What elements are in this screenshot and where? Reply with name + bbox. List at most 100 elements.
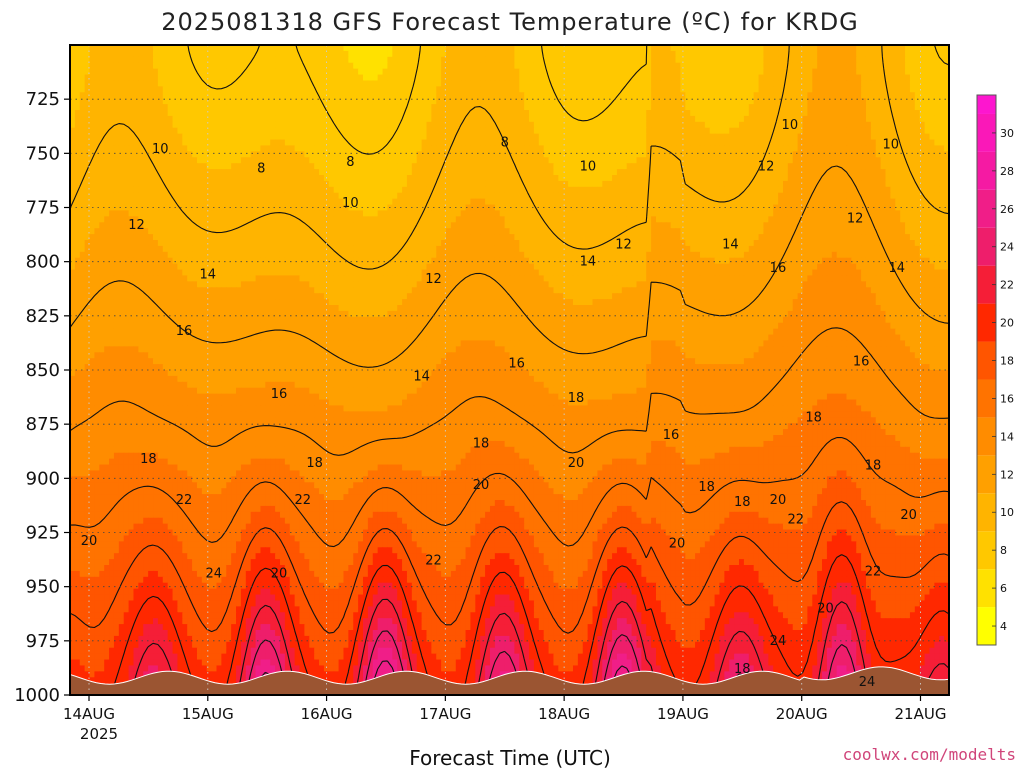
temperature-cell: [656, 56, 662, 64]
temperature-cell: [651, 68, 657, 76]
temperature-cell: [514, 145, 520, 152]
temperature-cell: [250, 151, 257, 158]
temperature-cell: [929, 50, 935, 58]
temperature-cell: [153, 186, 159, 194]
temperature-cell: [353, 163, 359, 170]
temperature-cell: [289, 169, 296, 176]
temperature-cell: [328, 127, 335, 135]
temperature-cell: [79, 56, 86, 64]
temperature-cell: [162, 180, 169, 188]
temperature-cell: [568, 98, 574, 105]
temperature-cell: [138, 163, 144, 170]
temperature-cell: [592, 139, 598, 147]
temperature-cell: [563, 110, 569, 117]
temperature-cell: [660, 45, 667, 52]
temperature-cell: [538, 145, 545, 152]
temperature-cell: [724, 175, 730, 182]
temperature-cell: [812, 86, 818, 93]
temperature-cell: [162, 163, 169, 170]
temperature-cell: [240, 92, 247, 99]
temperature-cell: [284, 74, 291, 82]
temperature-cell: [851, 98, 857, 105]
temperature-cell: [817, 110, 823, 117]
temperature-cell: [397, 163, 403, 170]
temperature-cell: [812, 133, 818, 141]
temperature-cell: [533, 80, 540, 87]
temperature-cell: [621, 175, 628, 182]
temperature-cell: [934, 192, 940, 200]
temperature-cell: [748, 186, 755, 194]
temperature-cell: [865, 45, 872, 52]
temperature-cell: [177, 74, 183, 82]
temperature-cell: [348, 68, 354, 76]
temperature-cell: [265, 98, 271, 105]
temperature-cell: [436, 98, 442, 105]
temperature-cell: [411, 198, 418, 206]
temperature-cell: [284, 92, 291, 99]
temperature-cell: [905, 175, 911, 182]
temperature-cell: [734, 157, 740, 164]
temperature-cell: [807, 180, 813, 188]
temperature-cell: [651, 145, 657, 152]
temperature-cell: [328, 133, 335, 141]
temperature-cell: [748, 115, 755, 123]
temperature-cell: [353, 104, 359, 111]
temperature-cell: [104, 145, 110, 152]
temperature-cell: [450, 198, 457, 206]
temperature-cell: [792, 121, 799, 129]
temperature-cell: [411, 127, 418, 135]
temperature-cell: [377, 157, 384, 164]
temperature-cell: [441, 175, 447, 182]
temperature-cell: [841, 175, 848, 182]
temperature-cell: [460, 98, 467, 105]
temperature-cell: [690, 180, 696, 188]
temperature-cell: [914, 186, 921, 194]
temperature-cell: [118, 198, 125, 206]
temperature-cell: [494, 157, 501, 164]
temperature-cell: [494, 127, 501, 135]
temperature-cell: [113, 139, 120, 147]
temperature-cell: [709, 115, 716, 123]
temperature-cell: [524, 192, 530, 200]
temperature-cell: [519, 139, 525, 147]
temperature-cell: [792, 110, 799, 117]
temperature-cell: [196, 98, 203, 105]
temperature-cell: [865, 56, 872, 64]
temperature-cell: [143, 163, 149, 170]
temperature-cell: [226, 86, 232, 93]
temperature-cell: [377, 104, 384, 111]
temperature-cell: [582, 50, 589, 58]
temperature-cell: [499, 157, 506, 164]
temperature-cell: [240, 133, 247, 141]
temperature-cell: [133, 121, 139, 129]
temperature-cell: [309, 198, 315, 206]
temperature-cell: [572, 139, 579, 147]
temperature-cell: [543, 204, 550, 212]
temperature-cell: [99, 157, 105, 164]
temperature-cell: [670, 175, 677, 182]
temperature-cell: [284, 169, 291, 176]
temperature-cell: [211, 62, 218, 70]
temperature-cell: [201, 115, 208, 123]
temperature-cell: [460, 175, 467, 182]
temperature-cell: [856, 92, 862, 99]
temperature-cell: [724, 104, 730, 111]
temperature-cell: [172, 115, 179, 123]
temperature-cell: [514, 186, 520, 194]
temperature-cell: [187, 180, 193, 188]
temperature-cell: [421, 133, 428, 141]
temperature-cell: [758, 121, 765, 129]
temperature-cell: [861, 86, 867, 93]
temperature-cell: [494, 98, 501, 105]
temperature-cell: [519, 45, 525, 52]
temperature-cell: [94, 192, 100, 200]
temperature-cell: [934, 115, 940, 123]
temperature-cell: [822, 62, 828, 70]
temperature-cell: [172, 98, 179, 105]
temperature-cell: [397, 186, 403, 194]
temperature-cell: [656, 127, 662, 135]
temperature-cell: [485, 115, 491, 123]
temperature-cell: [231, 115, 237, 123]
temperature-cell: [743, 139, 750, 147]
temperature-cell: [792, 104, 799, 111]
